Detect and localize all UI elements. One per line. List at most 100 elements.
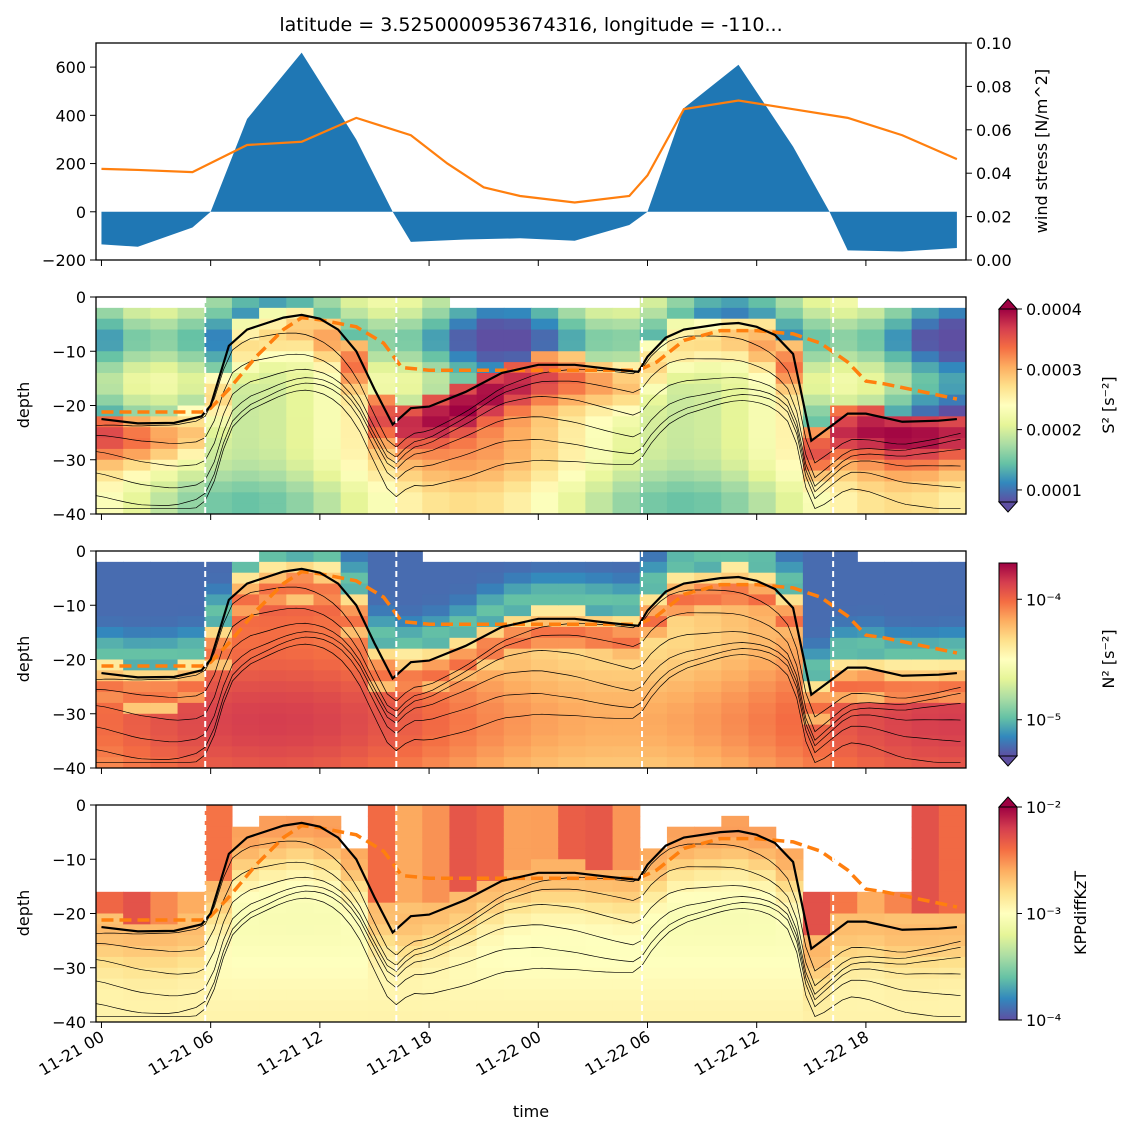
heatmap-cell xyxy=(231,935,260,947)
heatmap-cell xyxy=(259,470,287,483)
heatmap-cell xyxy=(884,572,913,585)
heatmap-cell xyxy=(775,870,804,882)
heatmap-cell xyxy=(503,605,532,617)
heatmap-cell xyxy=(775,626,804,639)
heatmap-cell xyxy=(911,594,940,606)
heatmap-cell xyxy=(422,859,451,871)
heatmap-cell xyxy=(830,297,858,309)
heatmap-cell xyxy=(286,492,315,504)
heatmap-cell xyxy=(231,416,260,428)
heatmap-cell xyxy=(938,561,966,574)
heatmap-cell xyxy=(340,870,369,882)
heatmap-cell xyxy=(857,902,886,915)
heatmap-cell xyxy=(857,594,886,606)
heatmap-cell xyxy=(340,859,369,871)
heatmap-cell xyxy=(204,572,233,585)
heatmap-cell xyxy=(476,746,505,758)
heatmap-cell xyxy=(476,1000,505,1012)
heatmap-cell xyxy=(721,470,750,483)
heatmap-cell xyxy=(259,713,287,726)
heatmap-cell xyxy=(911,826,940,839)
heatmap-cell xyxy=(911,448,940,461)
heatmap-cell xyxy=(476,924,505,936)
heatmap-cell xyxy=(367,913,396,925)
heatmap-cell xyxy=(558,967,586,980)
heatmap-cell xyxy=(231,913,260,925)
heatmap-cell xyxy=(531,692,559,704)
heatmap-cell xyxy=(775,946,804,958)
heatmap-cell xyxy=(938,692,966,704)
heatmap-cell xyxy=(123,924,151,936)
heatmap-cell xyxy=(204,394,233,407)
heatmap-cell xyxy=(748,583,777,595)
heatmap-cell xyxy=(748,978,777,991)
heatmap-cell xyxy=(802,757,831,768)
heatmap-cell xyxy=(476,757,505,768)
heatmap-cell xyxy=(422,561,451,574)
heatmap-cell xyxy=(884,307,913,320)
heatmap-cell xyxy=(666,837,695,849)
heatmap-cell xyxy=(884,902,913,915)
heatmap-cell xyxy=(123,307,151,320)
heatmap-cell xyxy=(612,989,641,1001)
heatmap-cell xyxy=(884,427,913,439)
heatmap-cell xyxy=(177,713,206,726)
heatmap-cell xyxy=(340,757,369,768)
heatmap-cell xyxy=(938,946,966,958)
heatmap-cell xyxy=(503,826,532,839)
heatmap-cell xyxy=(476,837,505,849)
heatmap-cell xyxy=(802,307,831,320)
heatmap-cell xyxy=(422,848,451,860)
colorbar-tick-label: 10⁻⁴ xyxy=(1026,1011,1061,1030)
heatmap-cell xyxy=(612,935,641,947)
heatmap-cell xyxy=(911,848,940,860)
heatmap-cell xyxy=(938,383,966,396)
heatmap-cell xyxy=(857,351,886,363)
heatmap-cell xyxy=(531,757,559,768)
heatmap-cell xyxy=(666,307,695,320)
heatmap-cell xyxy=(802,692,831,704)
heatmap-cell xyxy=(177,594,206,606)
heatmap-cell xyxy=(96,935,124,947)
heatmap-cell xyxy=(286,826,315,839)
heatmap-cell xyxy=(558,1011,586,1022)
heatmap-cell xyxy=(150,891,179,904)
heatmap-cell xyxy=(367,1000,396,1012)
colorbar-extend-high xyxy=(997,796,1019,808)
heatmap-cell xyxy=(422,329,451,341)
heatmap-cell xyxy=(259,459,287,472)
heatmap-cell xyxy=(802,670,831,682)
heatmap-cell xyxy=(911,572,940,585)
heatmap-cell xyxy=(884,372,913,385)
heatmap-cell xyxy=(204,859,233,871)
heatmap-cell xyxy=(531,594,559,606)
heatmap-cell xyxy=(476,989,505,1001)
heatmap-cell xyxy=(775,318,804,331)
heatmap-cell xyxy=(884,648,913,661)
heatmap-cell xyxy=(558,815,586,828)
heatmap-cell xyxy=(422,1011,451,1022)
heatmap-cell xyxy=(259,648,287,661)
heatmap-cell xyxy=(367,427,396,439)
heatmap-cell xyxy=(721,946,750,958)
heatmap-cell xyxy=(694,989,722,1001)
heatmap-cell xyxy=(231,826,260,839)
heatmap-cell xyxy=(558,594,586,606)
heatmap-cell xyxy=(639,616,668,628)
heatmap-cell xyxy=(639,594,668,606)
heatmap-cell xyxy=(503,913,532,925)
heatmap-cell xyxy=(449,394,478,407)
heatmap-cell xyxy=(748,626,777,639)
heatmap-cell xyxy=(367,648,396,661)
heatmap-cell xyxy=(775,492,804,504)
heatmap-cell xyxy=(340,724,369,737)
heatmap-cell xyxy=(177,913,206,925)
heatmap-cell xyxy=(286,448,315,461)
heatmap-cell xyxy=(503,815,532,828)
heatmap-cell xyxy=(639,561,668,574)
heatmap-cell xyxy=(476,583,505,595)
heatmap-cell xyxy=(96,561,124,574)
heatmap-cell xyxy=(666,902,695,915)
heatmap-cell xyxy=(204,605,233,617)
heatmap-cell xyxy=(340,702,369,715)
